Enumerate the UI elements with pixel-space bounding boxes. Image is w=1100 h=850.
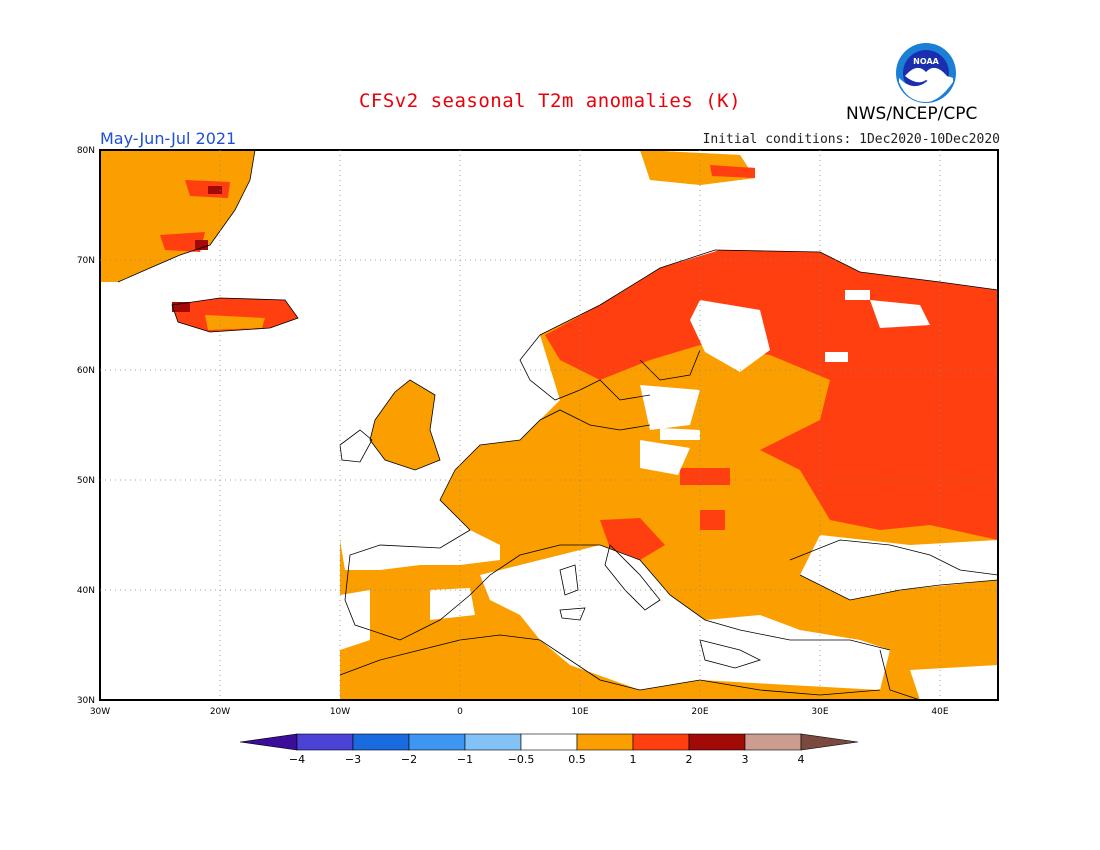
map-title: CFSv2 seasonal T2m anomalies (K) — [358, 90, 742, 112]
colorbar-tick-label: −0.5 — [508, 753, 535, 766]
lon-label: 30E — [811, 707, 828, 717]
colorbar-swatch — [408, 733, 466, 751]
lat-label: 60N — [77, 366, 95, 376]
anomaly-fields — [100, 150, 998, 700]
colorbar-swatch — [576, 733, 634, 751]
lon-label: 10W — [330, 707, 350, 717]
longitude-labels: 30W 20W 10W 0 10E 20E 30E 40E — [90, 707, 949, 717]
colorbar-swatch — [352, 733, 410, 751]
colorbar-tick-label: −2 — [401, 753, 417, 766]
latitude-labels: 80N 70N 60N 50N 40N 30N — [77, 146, 95, 706]
colorbar-tick-label: 0.5 — [568, 753, 586, 766]
agency-label: NWS/NCEP/CPC — [846, 104, 978, 124]
colorbar-tick-label: −4 — [289, 753, 305, 766]
lat-label: 30N — [77, 696, 95, 706]
season-label: May-Jun-Jul 2021 — [100, 129, 237, 148]
colorbar-swatch — [688, 733, 746, 751]
colorbar-tick-label: 1 — [630, 753, 637, 766]
lon-label: 20E — [691, 707, 708, 717]
lat-label: 70N — [77, 256, 95, 266]
colorbar-swatch — [520, 733, 578, 751]
lon-label: 0 — [457, 707, 463, 717]
colorbar-end-high — [800, 733, 859, 751]
noaa-logo-icon: NOAA — [896, 43, 956, 103]
graticule — [100, 150, 998, 700]
colorbar-tick-label: 2 — [686, 753, 693, 766]
coastlines — [117, 149, 999, 701]
lon-label: 10E — [571, 707, 588, 717]
colorbar-end-low — [239, 733, 298, 751]
colorbar-tick-label: 3 — [742, 753, 749, 766]
lon-label: 30W — [90, 707, 110, 717]
lon-label: 40E — [931, 707, 948, 717]
lat-label: 40N — [77, 586, 95, 596]
map-frame — [99, 149, 999, 701]
noaa-logo-text: NOAA — [913, 57, 939, 66]
colorbar-tick-label: −1 — [457, 753, 473, 766]
initial-conditions-label: Initial conditions: 1Dec2020-10Dec2020 — [702, 132, 1000, 147]
lat-label: 80N — [77, 146, 95, 156]
lon-label: 20W — [210, 707, 230, 717]
colorbar-swatch — [744, 733, 802, 751]
mediterranean-white — [480, 545, 890, 690]
colorbar-swatch — [632, 733, 690, 751]
colorbar-tick-label: 4 — [798, 753, 805, 766]
colorbar: −4 −3 −2 −1 −0.5 0.5 1 2 3 4 — [239, 733, 859, 766]
lat-label: 50N — [77, 476, 95, 486]
colorbar-swatch — [464, 733, 522, 751]
colorbar-tick-label: −3 — [345, 753, 361, 766]
colorbar-swatch — [296, 733, 354, 751]
